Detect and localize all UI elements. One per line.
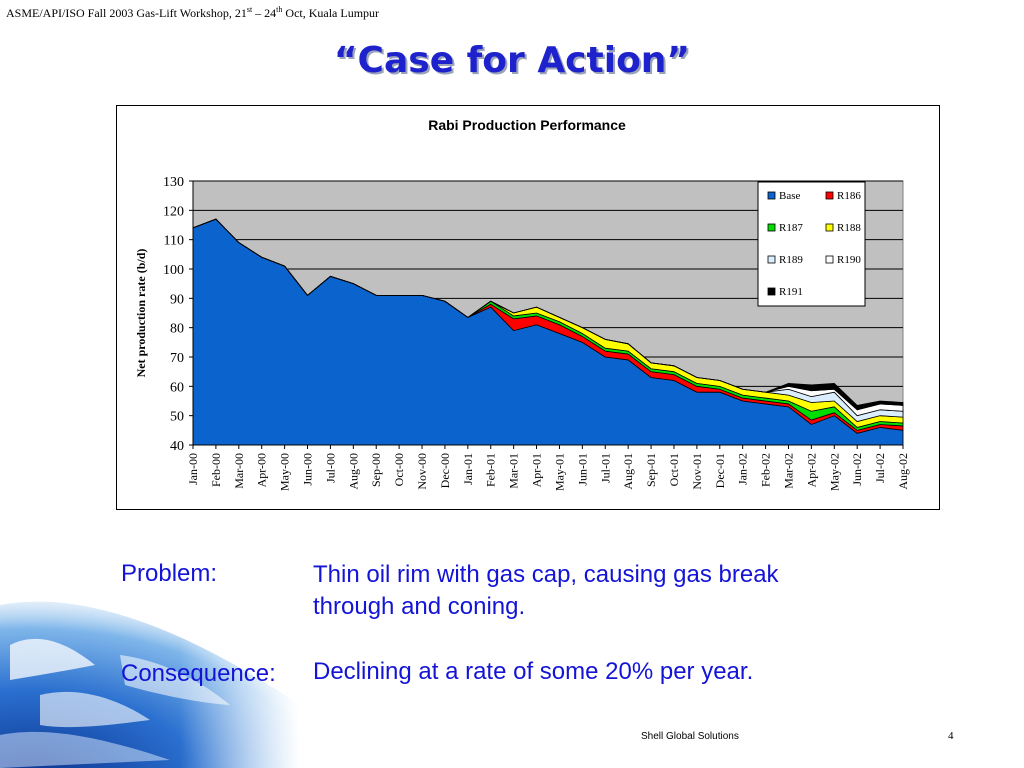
x-tick-label: May-02 — [827, 453, 841, 491]
slide-title: “Case for Action” — [333, 40, 691, 81]
x-tick-label: Feb-00 — [209, 453, 223, 487]
legend-swatch-r186 — [825, 191, 834, 200]
x-tick-label: Sep-00 — [369, 453, 383, 487]
x-tick-label: Oct-00 — [392, 453, 406, 486]
y-tick-label: 60 — [170, 380, 184, 395]
y-tick-label: 70 — [170, 351, 184, 366]
problem-text-line2: through and coning. — [313, 593, 526, 620]
y-tick-label: 110 — [164, 234, 184, 249]
x-tick-label: Mar-02 — [781, 453, 795, 489]
x-tick-label: Feb-01 — [484, 453, 498, 487]
chart-frame: Rabi Production Performance 40 50 60 70 80 90 1… — [116, 105, 940, 510]
x-tick-label: Oct-01 — [667, 453, 681, 486]
legend-swatch-r191 — [767, 287, 776, 296]
y-tick-label: 50 — [170, 410, 184, 425]
x-tick-label: Apr-02 — [804, 453, 818, 487]
legend-label-base: Base — [779, 190, 801, 202]
x-tick-label: Aug-00 — [346, 453, 360, 490]
x-tick-label: Jan-00 — [186, 453, 200, 485]
earth-globe-image — [0, 585, 300, 768]
x-tick-label: May-01 — [552, 453, 566, 491]
problem-text-line1: Thin oil rim with gas cap, causing gas b… — [313, 561, 779, 588]
y-tick-label: 90 — [170, 292, 184, 307]
x-tick-label: Feb-02 — [759, 453, 773, 487]
legend-label-r188: R188 — [837, 222, 861, 234]
legend-label-r189: R189 — [779, 254, 803, 266]
x-tick-label: Jun-00 — [301, 453, 315, 486]
legend-label-r191: R191 — [779, 286, 803, 298]
problem-label: Problem: — [121, 560, 218, 587]
x-tick-label: Jul-00 — [323, 453, 337, 483]
footer-brand: Shell Global Solutions — [641, 731, 739, 742]
legend-swatch-r187 — [767, 223, 776, 232]
y-tick-label: 100 — [163, 263, 184, 278]
legend-swatch-r188 — [825, 223, 834, 232]
x-tick-label: May-00 — [278, 453, 292, 491]
legend-swatch-r189 — [767, 255, 776, 264]
y-tick-label: 80 — [170, 322, 184, 337]
x-tick-label: Jan-01 — [461, 453, 475, 485]
header-text-part3: Oct, Kuala Lumpur — [282, 6, 380, 20]
legend-label-r190: R190 — [837, 254, 861, 266]
x-tick-label: Aug-02 — [896, 453, 910, 490]
chart-title: Rabi Production Performance — [428, 117, 626, 133]
y-tick-label: 40 — [170, 439, 184, 454]
x-tick-label: Dec-00 — [438, 453, 452, 488]
x-tick-label: Aug-01 — [621, 453, 635, 490]
x-tick-label: Jun-02 — [850, 453, 864, 486]
legend-label-r187: R187 — [779, 222, 803, 234]
y-tick-label: 120 — [163, 204, 184, 219]
x-tick-label: Mar-01 — [507, 453, 521, 489]
header-text-part2: – 24 — [252, 6, 277, 20]
area-series-r191 — [192, 218, 904, 411]
y-axis-label: Net production rate (b/d) — [134, 249, 148, 378]
workshop-header: ASME/API/ISO Fall 2003 Gas-Lift Workshop… — [6, 5, 379, 21]
page-number: 4 — [948, 730, 954, 742]
header-sup-st: st — [246, 5, 253, 14]
x-tick-label: Jan-02 — [736, 453, 750, 485]
legend-label-r186: R186 — [837, 190, 861, 202]
header-text-part1: ASME/API/ISO Fall 2003 Gas-Lift Workshop… — [6, 6, 247, 20]
x-tick-label: Nov-01 — [690, 453, 704, 490]
legend-swatch-r190 — [825, 255, 834, 264]
x-tick-label: Jun-01 — [575, 453, 589, 486]
x-tick-label: Nov-00 — [415, 453, 429, 490]
consequence-text: Declining at a rate of some 20% per year… — [313, 658, 754, 685]
x-tick-label: Mar-00 — [232, 453, 246, 489]
consequence-label: Consequence: — [121, 660, 276, 687]
x-tick-label: Apr-01 — [530, 453, 544, 487]
legend-swatch-base — [767, 191, 776, 200]
y-tick-label: 130 — [163, 175, 184, 190]
x-tick-label: Sep-01 — [644, 453, 658, 487]
legend-box — [757, 181, 866, 307]
x-tick-label: Jul-02 — [873, 453, 887, 483]
x-tick-label: Dec-01 — [713, 453, 727, 488]
production-chart: Rabi Production Performance 40 50 60 70 80 90 1… — [134, 117, 910, 491]
x-tick-label: Apr-00 — [255, 453, 269, 487]
earth-globe-graphic — [0, 585, 300, 768]
x-tick-label: Jul-01 — [598, 453, 612, 483]
header-sup-th: th — [276, 5, 283, 14]
